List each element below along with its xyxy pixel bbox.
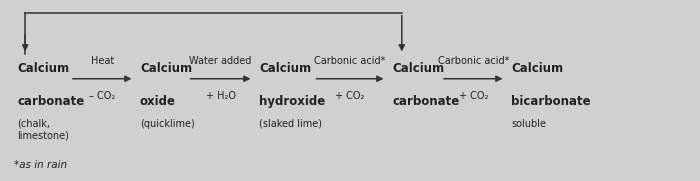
Text: Calcium: Calcium [259,62,311,75]
Text: + H₂O: + H₂O [206,91,235,101]
Text: Heat: Heat [90,56,114,66]
Text: soluble: soluble [511,119,546,129]
Text: carbonate: carbonate [392,95,459,108]
Text: oxide: oxide [140,95,176,108]
Text: (slaked lime): (slaked lime) [259,119,322,129]
Text: + CO₂: + CO₂ [335,91,365,101]
Text: *as in rain: *as in rain [14,160,67,170]
Text: Carbonic acid*: Carbonic acid* [438,56,509,66]
Text: + CO₂: + CO₂ [458,91,488,101]
Text: Calcium: Calcium [392,62,444,75]
Text: carbonate: carbonate [18,95,85,108]
Text: (quicklime): (quicklime) [140,119,195,129]
Text: Water added: Water added [189,56,252,66]
Text: bicarbonate: bicarbonate [511,95,591,108]
Text: Calcium: Calcium [18,62,69,75]
Text: – CO₂: – CO₂ [89,91,116,101]
Text: Calcium: Calcium [511,62,563,75]
Text: Carbonic acid*: Carbonic acid* [314,56,386,66]
Text: hydroxide: hydroxide [259,95,326,108]
Text: (chalk,
limestone): (chalk, limestone) [18,119,69,140]
Text: Calcium: Calcium [140,62,192,75]
